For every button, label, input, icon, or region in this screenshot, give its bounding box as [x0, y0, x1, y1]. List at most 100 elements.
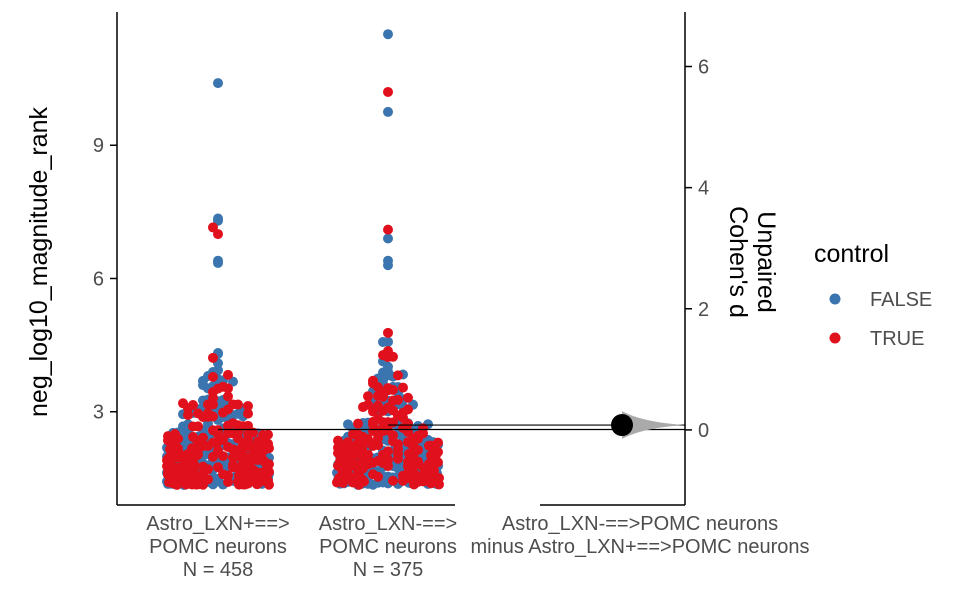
point-true: [348, 429, 358, 440]
point-true: [165, 444, 175, 455]
point-true: [388, 351, 398, 362]
point-true: [178, 473, 188, 484]
y-tick-label: 3: [93, 402, 104, 424]
point-true: [168, 473, 178, 484]
point-true: [213, 229, 223, 240]
point-true: [388, 384, 398, 395]
group1-n: N = 458: [183, 559, 254, 581]
point-false: [178, 421, 188, 432]
point-false: [383, 29, 393, 40]
point-true: [164, 462, 174, 473]
group2-n: N = 375: [353, 559, 424, 581]
point-true: [264, 479, 274, 490]
point-true: [393, 394, 403, 405]
point-true: [403, 392, 413, 403]
point-true: [261, 437, 271, 448]
point-false: [383, 106, 393, 117]
effect-label-line1: Astro_LXN-==>POMC neurons: [502, 513, 778, 535]
point-true: [393, 453, 403, 464]
point-true: [218, 451, 228, 462]
point-true: [368, 416, 378, 427]
point-true: [208, 451, 218, 462]
group2-label: Astro_LXN-==> POMC neurons: [319, 513, 457, 558]
point-true: [228, 418, 238, 429]
point-true: [353, 418, 363, 429]
y2-tick-label: 2: [698, 299, 709, 321]
point-true: [184, 449, 194, 460]
point-true: [431, 449, 441, 460]
point-false: [213, 78, 223, 89]
effect-size-point: [611, 414, 633, 437]
point-true: [249, 454, 259, 465]
point-true: [242, 442, 252, 453]
point-true: [358, 402, 368, 413]
point-true: [398, 407, 408, 418]
point-true: [242, 460, 252, 471]
point-true: [415, 472, 425, 483]
legend-label-true: TRUE: [870, 328, 924, 350]
y2-tick-label: 0: [698, 420, 709, 442]
point-true: [342, 456, 352, 467]
point-true: [368, 378, 378, 389]
y2-tick-label: 6: [698, 57, 709, 79]
legend-title: control: [814, 240, 889, 268]
point-true: [263, 429, 273, 440]
point-true: [333, 435, 343, 446]
point-true: [192, 435, 202, 446]
point-true: [349, 474, 359, 485]
y2-axis-label-line1: Unpaired: [752, 211, 780, 312]
point-true: [228, 452, 238, 463]
y-tick-label: 9: [93, 135, 104, 157]
legend-marker-false: [829, 293, 841, 305]
point-true: [262, 462, 272, 473]
point-true: [393, 439, 403, 450]
point-true: [223, 383, 233, 394]
point-true: [403, 426, 413, 437]
y-tick-label: 6: [93, 268, 104, 290]
point-true: [178, 398, 188, 409]
point-true: [223, 369, 233, 380]
point-true: [172, 449, 182, 460]
point-true: [352, 459, 362, 470]
y2-tick-label: 4: [698, 178, 709, 200]
point-true: [198, 461, 208, 472]
point-true: [198, 411, 208, 422]
group1-label: Astro_LXN+==> POMC neurons: [146, 513, 289, 558]
point-true: [188, 421, 198, 432]
point-true: [368, 469, 378, 480]
point-true: [223, 477, 233, 488]
legend-label-false: FALSE: [870, 289, 932, 311]
point-false: [383, 260, 393, 271]
point-true: [398, 382, 408, 393]
point-true: [258, 473, 268, 484]
point-true: [368, 406, 378, 417]
point-true: [228, 459, 238, 470]
point-true: [233, 399, 243, 410]
point-true: [238, 479, 248, 490]
point-true: [170, 429, 180, 440]
point-true: [373, 390, 383, 401]
point-false: [378, 336, 388, 347]
point-true: [424, 458, 434, 469]
legend-marker-true: [829, 332, 841, 344]
point-true: [429, 465, 439, 476]
point-true: [243, 400, 253, 411]
point-true: [383, 327, 393, 338]
point-true: [383, 461, 393, 472]
point-true: [418, 428, 428, 439]
point-true: [213, 462, 223, 473]
point-true: [193, 479, 203, 490]
point-true: [427, 475, 437, 486]
point-true: [388, 475, 398, 486]
point-true: [388, 430, 398, 441]
point-true: [383, 86, 393, 97]
point-true: [409, 448, 419, 459]
point-true: [337, 464, 347, 475]
point-true: [424, 440, 434, 451]
effect-label-line2: minus Astro_LXN+==>POMC neurons: [470, 536, 809, 558]
point-true: [433, 437, 443, 448]
point-true: [378, 405, 388, 416]
point-true: [208, 425, 218, 436]
point-true: [208, 371, 218, 382]
